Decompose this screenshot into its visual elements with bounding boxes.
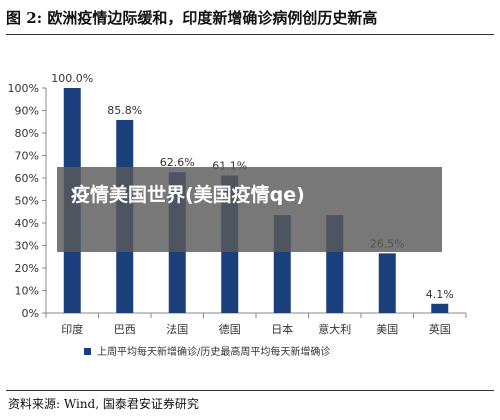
legend: 上周平均每天新增确诊/历史最高周平均每天新增确诊	[84, 345, 330, 358]
y-tick-label: 90%	[15, 105, 39, 118]
y-tick-label: 80%	[15, 127, 39, 140]
category-label: 意大利	[318, 322, 351, 336]
legend-label: 上周平均每天新增确诊/历史最高周平均每天新增确诊	[97, 345, 330, 358]
watermark-overlay: 疫情美国世界(美国疫情qe)	[57, 167, 442, 252]
y-axis: 0% 10% 20% 30% 40% 50% 60% 70% 80% 90% 100%	[8, 82, 47, 320]
y-tick-label: 40%	[15, 217, 39, 230]
bar-7	[378, 253, 396, 313]
x-axis: 印度 巴西 法国 德国 日本 意大利 美国 英国	[45, 312, 467, 336]
data-label: 4.1%	[426, 288, 454, 301]
bottom-rule	[6, 390, 494, 391]
source-note: 资料来源: Wind, 国泰君安证券研究	[8, 397, 199, 411]
y-tick-label: 0%	[22, 307, 39, 320]
figure-title: 图 2: 欧洲疫情边际缓和，印度新增确诊病例创历史新高	[6, 9, 378, 27]
y-tick-label: 100%	[8, 82, 39, 95]
y-tick-label: 60%	[15, 172, 39, 185]
category-label: 英国	[429, 322, 451, 336]
y-tick-label: 30%	[15, 240, 39, 253]
y-tick-label: 70%	[15, 150, 39, 163]
data-label: 100.0%	[51, 72, 93, 85]
category-label: 印度	[61, 322, 83, 336]
top-rule	[6, 34, 494, 35]
bar-8	[431, 303, 449, 313]
y-tick-label: 50%	[15, 195, 39, 208]
category-label: 日本	[271, 322, 293, 336]
data-label: 62.6%	[160, 156, 195, 169]
y-tick-label: 20%	[15, 262, 39, 275]
category-label: 巴西	[114, 323, 136, 336]
category-label: 法国	[166, 322, 188, 336]
category-label: 美国	[376, 323, 398, 336]
category-label: 德国	[219, 322, 241, 336]
data-label: 85.8%	[107, 104, 142, 117]
overlay-text: 疫情美国世界(美国疫情qe)	[71, 184, 305, 206]
legend-swatch	[84, 348, 91, 355]
y-tick-label: 10%	[15, 285, 39, 298]
